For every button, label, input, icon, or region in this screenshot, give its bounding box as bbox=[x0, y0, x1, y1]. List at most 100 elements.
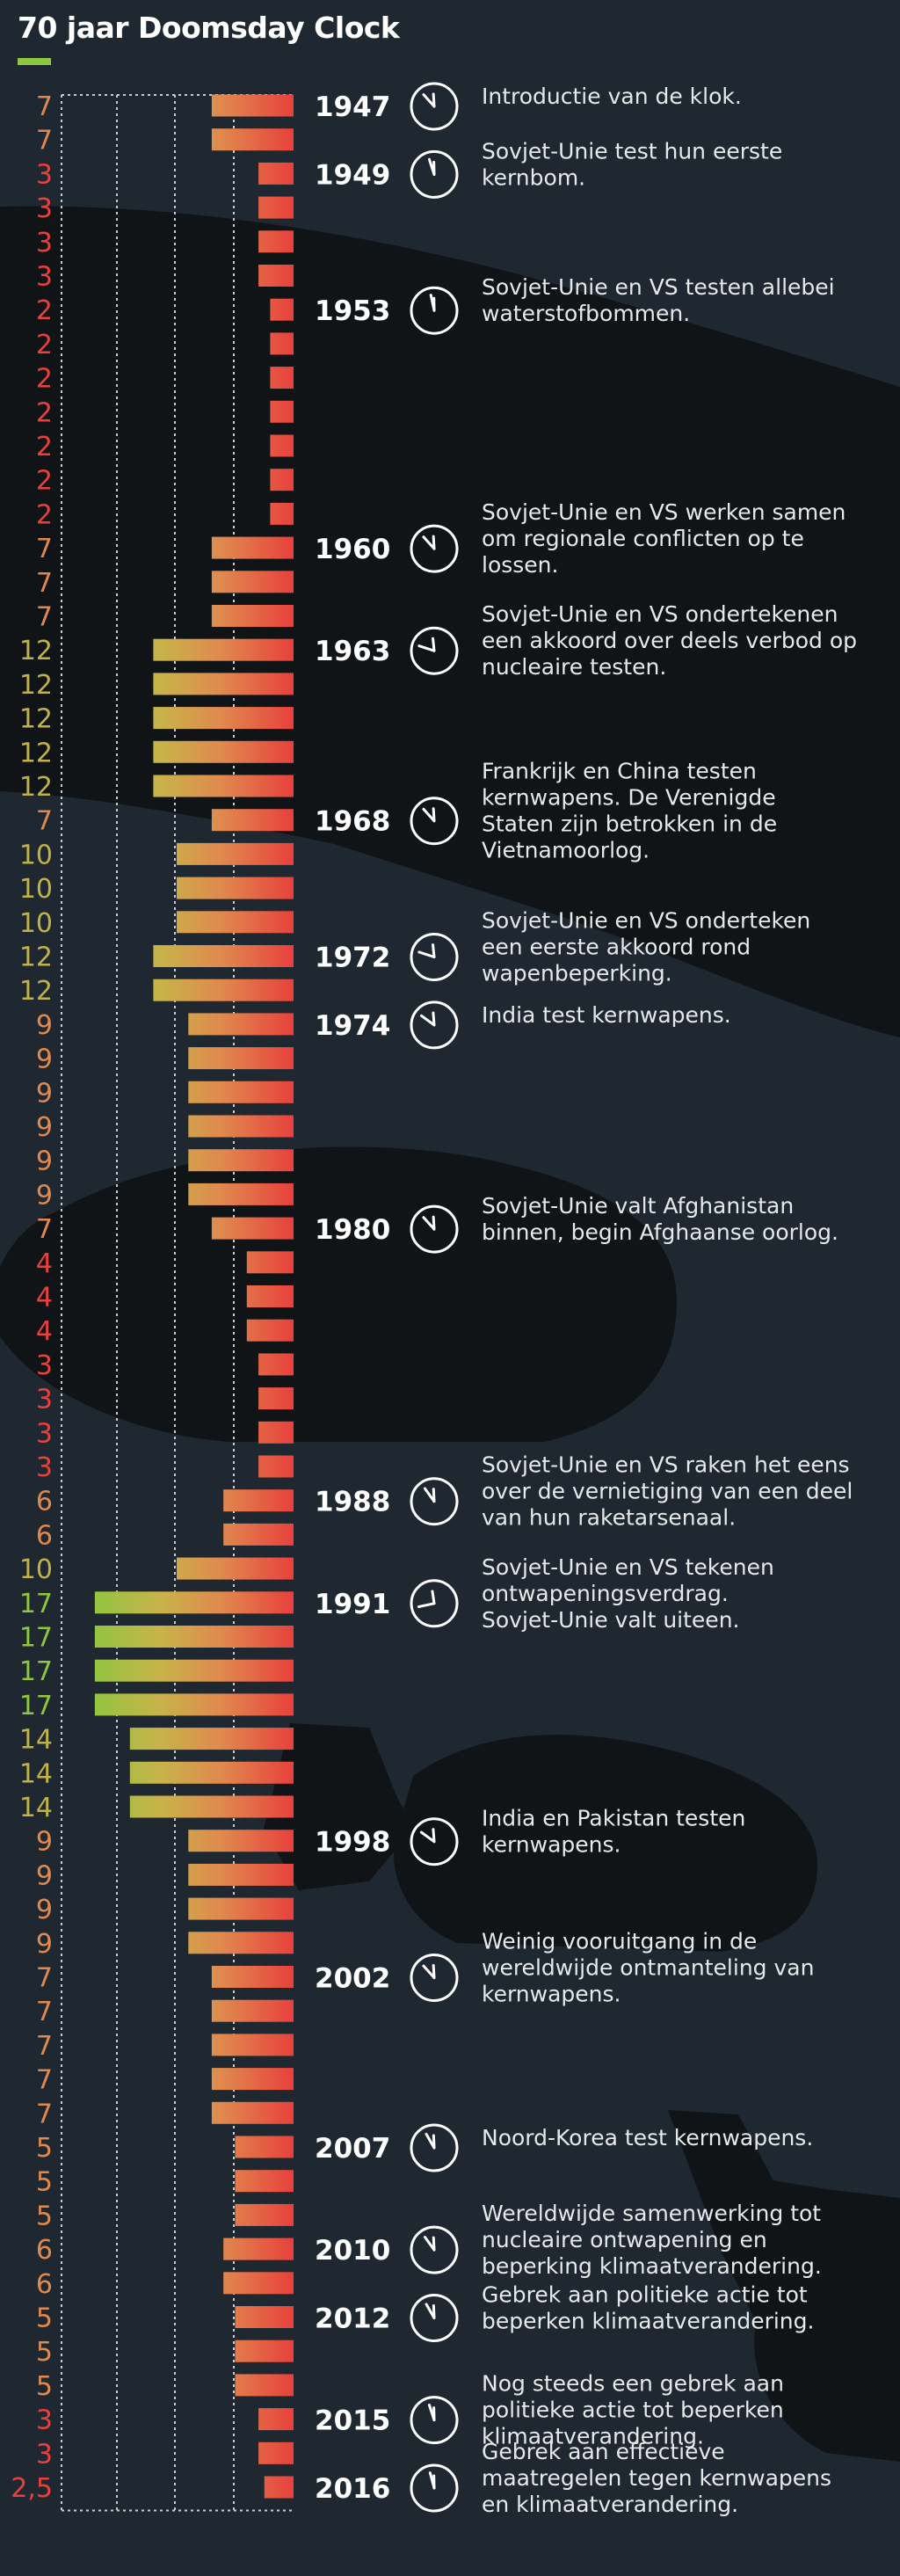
event-text-line: van hun raketarsenaal. bbox=[482, 1505, 736, 1531]
bar bbox=[188, 1115, 294, 1138]
clock-icon bbox=[410, 1954, 459, 2002]
clock-minute-hand bbox=[417, 950, 436, 958]
value-label: 7 bbox=[36, 1963, 53, 1994]
event-text-line: politieke actie tot beperken bbox=[482, 2398, 784, 2423]
clock-icon bbox=[410, 1477, 459, 1526]
clock-icon bbox=[410, 286, 459, 335]
bar bbox=[129, 1761, 294, 1784]
value-label: 9 bbox=[36, 1146, 53, 1177]
clock-hour-hand bbox=[432, 92, 436, 108]
year-label: 1972 bbox=[315, 942, 390, 974]
clock-hour-hand bbox=[432, 1488, 436, 1503]
annotation-2012: 2012 Gebrek aan politieke actie totbeperk… bbox=[315, 2282, 814, 2342]
bar bbox=[188, 1897, 294, 1920]
event-text-line: binnen, begin Afghaanse oorlog. bbox=[482, 1219, 838, 1245]
value-labels: 7733332222222777121212121271010101212999… bbox=[11, 91, 53, 2504]
value-label: 7 bbox=[36, 1997, 53, 2027]
clock-minute-hand bbox=[422, 535, 436, 550]
value-label: 17 bbox=[19, 1691, 53, 1721]
bar bbox=[153, 638, 294, 661]
clock-minute-hand bbox=[423, 1487, 436, 1503]
year-label: 2012 bbox=[315, 2303, 390, 2335]
event-text-line: beperken klimaatverandering. bbox=[482, 2309, 814, 2334]
clock-hour-hand bbox=[432, 807, 436, 823]
event-text-line: een eerste akkoord rond bbox=[482, 935, 751, 960]
value-label: 5 bbox=[36, 2371, 53, 2402]
value-label: 14 bbox=[19, 1758, 53, 1789]
bar bbox=[188, 1149, 294, 1172]
year-label: 1953 bbox=[315, 295, 390, 327]
value-label: 9 bbox=[36, 1078, 53, 1109]
bar bbox=[211, 536, 294, 559]
value-label: 2 bbox=[36, 432, 53, 462]
bar bbox=[188, 1013, 294, 1036]
event-text-line: Sovjet-Unie en VS werken samen bbox=[482, 499, 846, 525]
clock-hour-hand bbox=[432, 2236, 436, 2252]
clock-icon bbox=[410, 626, 459, 675]
bar bbox=[258, 1353, 294, 1376]
event-text-line: maatregelen tegen kernwapens bbox=[482, 2465, 831, 2491]
bar bbox=[211, 1999, 294, 2022]
bar bbox=[188, 1830, 294, 1852]
year-label: 1960 bbox=[315, 534, 390, 565]
bar bbox=[188, 1047, 294, 1070]
bomb-silhouette-fin bbox=[264, 1723, 413, 1890]
bar bbox=[258, 2408, 294, 2431]
year-label: 1947 bbox=[315, 91, 390, 123]
bar bbox=[270, 332, 294, 355]
value-label: 9 bbox=[36, 1895, 53, 1925]
value-label: 4 bbox=[36, 1283, 53, 1313]
value-label: 7 bbox=[36, 534, 53, 564]
bar bbox=[235, 2136, 294, 2158]
bar bbox=[177, 911, 294, 934]
clock-icon bbox=[410, 797, 459, 846]
bar bbox=[223, 1523, 294, 1546]
value-label: 10 bbox=[19, 908, 53, 939]
value-label: 7 bbox=[36, 91, 53, 122]
year-label: 1949 bbox=[315, 159, 390, 191]
event-text-line: over de vernietiging van een deel bbox=[482, 1479, 853, 1504]
value-label: 2 bbox=[36, 466, 53, 497]
value-label: 5 bbox=[36, 2303, 53, 2334]
value-label: 9 bbox=[36, 1929, 53, 1960]
bar bbox=[153, 740, 294, 763]
event-text-line: Sovjet-Unie en VS testen allebei bbox=[482, 274, 835, 300]
bar bbox=[246, 1319, 294, 1342]
bar bbox=[129, 1728, 294, 1750]
bar bbox=[258, 265, 294, 287]
clock-icon bbox=[410, 2396, 459, 2445]
clock-minute-hand bbox=[419, 1830, 436, 1844]
clock-hour-hand bbox=[432, 1011, 436, 1027]
bar bbox=[129, 1795, 294, 1818]
bar bbox=[153, 775, 294, 797]
clock-minute-hand bbox=[419, 1014, 436, 1027]
clock-hour-hand bbox=[432, 1964, 436, 1979]
event-text-line: Sovjet-Unie valt uiteen. bbox=[482, 1607, 739, 1633]
bar bbox=[211, 2101, 294, 2124]
value-label: 10 bbox=[19, 840, 53, 870]
year-label: 1974 bbox=[315, 1010, 390, 1042]
year-label: 2007 bbox=[315, 2133, 390, 2165]
value-label: 3 bbox=[36, 159, 53, 190]
annotation-1988: 1988 Sovjet-Unie en VS raken het eensover… bbox=[315, 1452, 853, 1531]
bar bbox=[223, 2272, 294, 2295]
bar bbox=[246, 1285, 294, 1307]
bar bbox=[258, 1455, 294, 1478]
value-label: 5 bbox=[36, 2133, 53, 2164]
clock-icon bbox=[410, 82, 459, 131]
bar bbox=[94, 1659, 294, 1682]
event-text-line: nucleaire ontwapening en bbox=[482, 2227, 767, 2252]
annotation-1974: 1974 India test kernwapens. bbox=[315, 1001, 731, 1050]
value-label: 9 bbox=[36, 1044, 53, 1075]
value-label: 3 bbox=[36, 2439, 53, 2470]
annotation-2002: 2002 Weinig vooruitgang in dewereldwijde … bbox=[315, 1929, 814, 2007]
value-label: 4 bbox=[36, 1248, 53, 1279]
value-label: 17 bbox=[19, 1656, 53, 1687]
bar bbox=[188, 1182, 294, 1205]
clock-minute-hand bbox=[422, 1964, 436, 1979]
event-text-line: Sovjet-Unie en VS onderteken bbox=[482, 908, 810, 934]
